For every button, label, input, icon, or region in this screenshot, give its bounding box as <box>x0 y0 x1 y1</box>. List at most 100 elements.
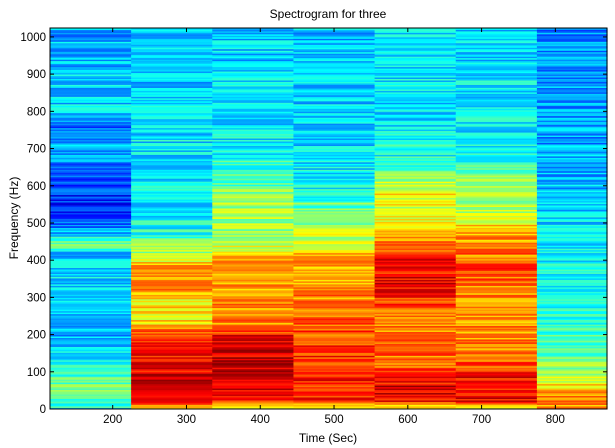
spectrogram-cell <box>374 361 457 364</box>
spectrogram-cell <box>455 133 538 136</box>
spectrogram-cell <box>131 167 213 170</box>
spectrogram-cell <box>131 102 213 105</box>
spectrogram-cell <box>212 400 295 402</box>
spectrogram-cell <box>455 225 538 228</box>
spectrogram-cell <box>374 321 457 324</box>
spectrogram-cell <box>536 163 608 166</box>
spectrogram-cell <box>50 86 132 88</box>
spectrogram-cell <box>455 228 538 231</box>
spectrogram-cell <box>374 44 457 47</box>
spectrogram-cell <box>50 112 132 115</box>
time-frame-5 <box>374 28 457 410</box>
spectrogram-cell <box>131 78 213 81</box>
spectrogram-cell <box>50 106 132 109</box>
spectrogram-cell <box>212 243 295 246</box>
spectrogram-cell <box>374 313 457 316</box>
spectrogram-cell <box>455 38 538 41</box>
spectrogram-cell <box>293 121 376 124</box>
spectrogram-cell <box>455 135 538 138</box>
spectrogram-cell <box>293 248 376 251</box>
spectrogram-cell <box>455 334 538 337</box>
spectrogram-cell <box>536 343 608 346</box>
spectrogram-cell <box>293 349 376 352</box>
spectrogram-cell <box>131 307 213 310</box>
spectrogram-cell <box>50 285 132 288</box>
spectrogram-cell <box>374 215 457 218</box>
spectrogram-cell <box>50 115 132 118</box>
spectrogram-cell <box>536 32 608 35</box>
spectrogram-cell <box>455 74 538 77</box>
spectrogram-cell <box>536 358 608 361</box>
spectrogram-cell <box>212 203 295 206</box>
spectrogram-cell <box>536 115 608 118</box>
spectrogram-cell <box>50 392 132 395</box>
x-tick-label: 600 <box>398 414 417 426</box>
spectrogram-cell <box>293 167 376 170</box>
spectrogram-cell <box>536 144 608 146</box>
spectrogram-cell <box>212 105 295 108</box>
spectrogram-cell <box>212 181 295 184</box>
spectrogram-cell <box>536 62 608 65</box>
spectrogram-cell <box>50 93 132 96</box>
spectrogram-cell <box>50 273 132 276</box>
spectrogram-cell <box>374 89 457 91</box>
spectrogram-cell <box>50 136 132 139</box>
spectrogram-cell <box>455 123 538 126</box>
spectrogram-cell <box>455 389 538 392</box>
spectrogram-cell <box>374 307 457 310</box>
spectrogram-cell <box>212 154 295 157</box>
spectrogram-cell <box>212 272 295 274</box>
spectrogram-cell <box>50 242 132 245</box>
spectrogram-cell <box>374 270 457 273</box>
spectrogram-cell <box>293 400 376 402</box>
spectrogram-cell <box>131 36 213 39</box>
spectrogram-cell <box>212 56 295 59</box>
spectrogram-cell <box>293 184 376 187</box>
spectrogram-cell <box>293 175 376 178</box>
spectrogram-cell <box>536 120 608 123</box>
spectrogram-cell <box>131 258 213 261</box>
spectrogram-cell <box>212 340 295 343</box>
spectrogram-cell <box>536 267 608 270</box>
spectrogram-cell <box>212 109 295 112</box>
spectrogram-cell <box>455 306 538 309</box>
spectrogram-cell <box>536 41 608 44</box>
spectrogram-cell <box>50 71 132 74</box>
spectrogram-cell <box>374 167 457 170</box>
spectrogram-cell <box>131 87 213 90</box>
spectrogram-cell <box>293 276 376 279</box>
spectrogram-cell <box>536 142 608 145</box>
spectrogram-cell <box>50 148 132 151</box>
spectrogram-cell <box>131 172 213 175</box>
spectrogram-cell <box>374 117 457 120</box>
spectrogram-cell <box>536 276 608 279</box>
spectrogram-cell <box>293 212 376 215</box>
spectrogram-cell <box>536 83 608 85</box>
spectrogram-cell <box>374 289 457 292</box>
spectrogram-cell <box>374 400 457 402</box>
spectrogram-cell <box>50 35 132 38</box>
spectrogram-cell <box>536 199 608 202</box>
spectrogram-cell <box>212 309 295 312</box>
spectrogram-cell <box>374 141 457 143</box>
spectrogram-cell <box>536 297 608 300</box>
spectrogram-cell <box>50 313 132 316</box>
spectrogram-cell <box>131 240 213 243</box>
spectrogram-cell <box>374 298 457 301</box>
spectrogram-cell <box>212 334 295 337</box>
spectrogram-cell <box>131 315 213 318</box>
spectrogram-cell <box>212 297 295 300</box>
spectrogram-cell <box>50 114 132 117</box>
spectrogram-cell <box>50 295 132 298</box>
spectrogram-cell <box>50 222 132 225</box>
spectrogram-cell <box>212 221 295 224</box>
spectrogram-cell <box>374 227 457 230</box>
spectrogram-cell <box>212 99 295 102</box>
spectrogram-cell <box>455 57 538 60</box>
spectrogram-cell <box>212 377 295 380</box>
spectrogram-cell <box>212 324 295 327</box>
spectrogram-cell <box>50 57 132 60</box>
spectrogram-cell <box>212 48 295 51</box>
spectrogram-cell <box>536 145 608 148</box>
spectrogram-cell <box>374 228 457 231</box>
